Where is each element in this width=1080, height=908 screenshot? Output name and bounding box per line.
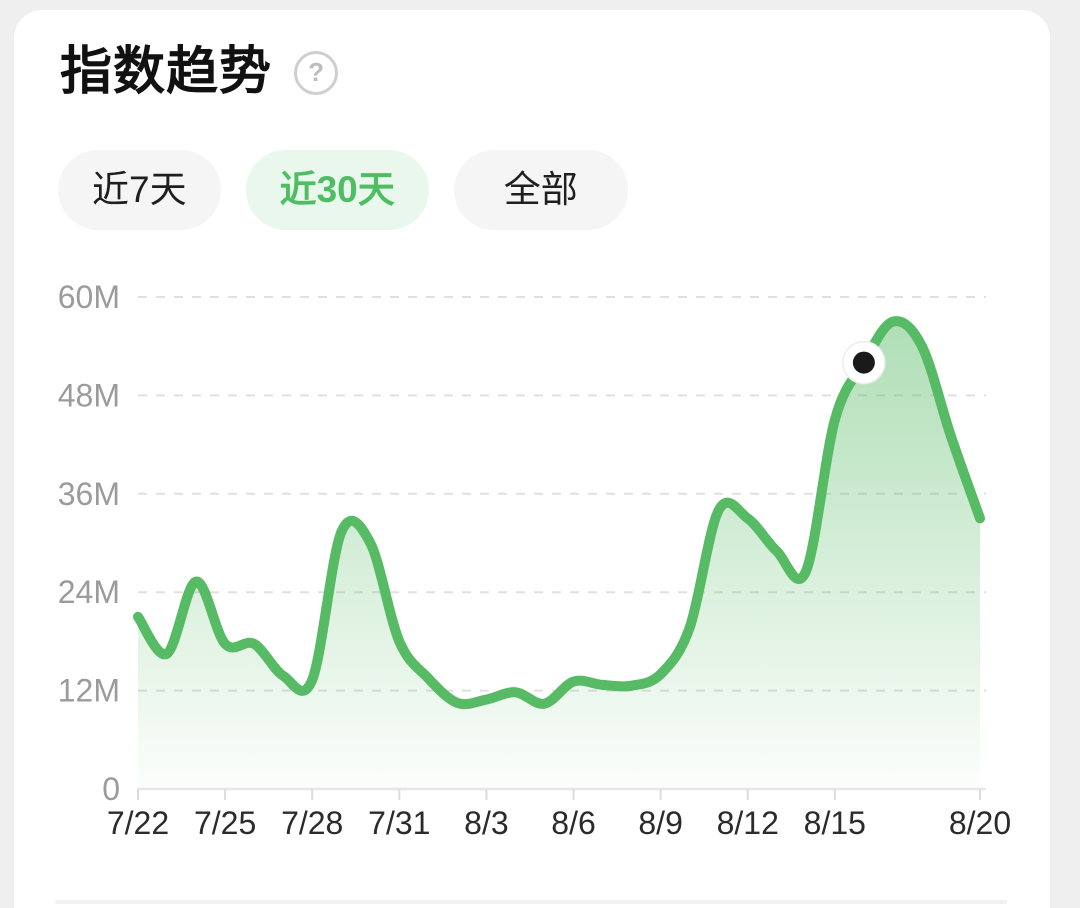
range-tabs: 近7天 近30天 全部 [58, 150, 628, 230]
tab-last-30-days[interactable]: 近30天 [245, 150, 429, 230]
page-title: 指数趋势 [60, 43, 273, 101]
tab-all[interactable]: 全部 [453, 150, 628, 230]
tab-last-7-days[interactable]: 近7天 [58, 150, 221, 230]
trend-chart-touch-area[interactable] [124, 277, 994, 799]
section-divider [55, 900, 1007, 904]
help-icon[interactable]: ? [294, 50, 339, 95]
card-header: 指数趋势 ? [60, 43, 339, 101]
